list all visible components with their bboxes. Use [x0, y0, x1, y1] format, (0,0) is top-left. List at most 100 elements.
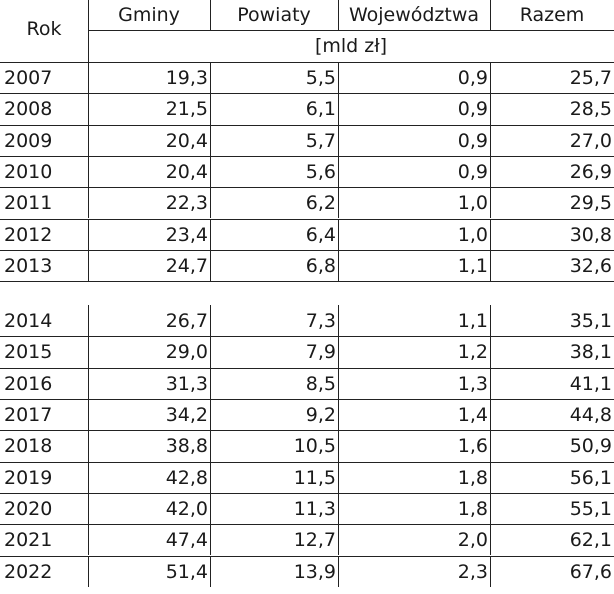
header-line-mid — [88, 30, 614, 31]
row-divider — [338, 555, 339, 587]
cell-rok: 2016 — [4, 372, 53, 395]
row-divider — [338, 461, 339, 493]
row-line — [0, 281, 614, 283]
cell-razem: 30,8 — [569, 223, 612, 246]
cell-powiaty: 6,2 — [305, 192, 336, 215]
cell-wojewodztwa: 1,1 — [457, 310, 488, 333]
cell-razem: 35,1 — [569, 310, 612, 333]
cell-gminy: 42,8 — [165, 466, 208, 489]
row-divider — [88, 62, 89, 94]
row-divider — [490, 62, 491, 94]
cell-razem: 55,1 — [569, 497, 612, 520]
cell-rok: 2019 — [4, 466, 53, 489]
row-divider — [88, 461, 89, 493]
row-line — [0, 336, 614, 338]
cell-wojewodztwa: 0,9 — [457, 98, 488, 121]
cell-razem: 62,1 — [569, 529, 612, 552]
cell-gminy: 42,0 — [165, 497, 208, 520]
row-divider — [210, 524, 211, 556]
cell-powiaty: 10,5 — [293, 435, 336, 458]
cell-gminy: 38,8 — [165, 435, 208, 458]
header-divider-1 — [88, 0, 89, 62]
cell-wojewodztwa: 1,0 — [457, 223, 488, 246]
cell-gminy: 19,3 — [165, 67, 208, 89]
row-divider — [210, 124, 211, 156]
cell-rok: 2010 — [4, 160, 53, 183]
row-divider — [338, 367, 339, 399]
cell-gminy: 20,4 — [165, 129, 208, 152]
row-divider — [490, 124, 491, 156]
row-divider — [210, 187, 211, 219]
cell-powiaty: 12,7 — [293, 529, 336, 552]
row-divider — [338, 399, 339, 431]
row-divider — [338, 155, 339, 188]
cell-rok: 2017 — [4, 404, 53, 426]
cell-gminy: 34,2 — [165, 404, 208, 426]
cell-gminy: 29,0 — [165, 341, 208, 364]
cell-wojewodztwa: 0,9 — [457, 67, 488, 89]
cell-wojewodztwa: 0,9 — [457, 160, 488, 183]
row-line — [0, 249, 614, 251]
row-divider — [490, 218, 491, 250]
row-divider — [338, 187, 339, 219]
row-divider — [490, 305, 491, 337]
cell-gminy: 20,4 — [165, 160, 208, 183]
cell-powiaty: 5,5 — [305, 67, 336, 89]
cell-rok: 2014 — [4, 310, 53, 333]
cell-rok: 2009 — [4, 129, 53, 152]
row-line — [0, 155, 614, 157]
cell-gminy: 21,5 — [165, 98, 208, 121]
header-divider-4 — [490, 0, 491, 30]
cell-razem: 38,1 — [569, 341, 612, 364]
row-divider — [210, 336, 211, 368]
row-divider — [88, 124, 89, 156]
row-divider — [338, 249, 339, 282]
cell-razem: 32,6 — [569, 254, 612, 277]
header-rok: Rok — [26, 18, 62, 40]
cell-gminy: 51,4 — [165, 560, 208, 583]
row-divider — [88, 524, 89, 556]
row-line — [0, 124, 614, 126]
row-divider — [88, 336, 89, 368]
row-divider — [210, 367, 211, 399]
cell-wojewodztwa: 1,8 — [457, 497, 488, 520]
row-divider — [490, 93, 491, 125]
row-line — [0, 367, 614, 369]
row-line — [0, 492, 614, 494]
cell-razem: 26,9 — [569, 160, 612, 183]
row-divider — [338, 524, 339, 556]
cell-powiaty: 6,4 — [305, 223, 336, 246]
cell-wojewodztwa: 1,8 — [457, 466, 488, 489]
cell-razem: 56,1 — [569, 466, 612, 489]
row-divider — [490, 399, 491, 431]
cell-rok: 2012 — [4, 223, 53, 246]
row-line — [0, 218, 614, 220]
row-divider — [490, 524, 491, 556]
row-divider — [210, 218, 211, 250]
cell-gminy: 47,4 — [165, 529, 208, 552]
cell-powiaty: 6,1 — [305, 98, 336, 121]
row-divider — [338, 218, 339, 250]
row-divider — [210, 430, 211, 462]
row-line — [0, 187, 614, 189]
row-divider — [338, 62, 339, 94]
cell-powiaty: 13,9 — [293, 560, 336, 583]
row-divider — [338, 124, 339, 156]
cell-powiaty: 11,3 — [293, 497, 336, 520]
header-wojewodztwa: Województwa — [348, 4, 480, 26]
header-divider-3 — [338, 0, 339, 30]
cell-wojewodztwa: 1,6 — [457, 435, 488, 458]
row-divider — [490, 336, 491, 368]
cell-razem: 29,5 — [569, 192, 612, 215]
cell-powiaty: 5,6 — [305, 160, 336, 183]
cell-wojewodztwa: 1,1 — [457, 254, 488, 277]
cell-gminy: 23,4 — [165, 223, 208, 246]
header-line-bottom — [0, 62, 614, 63]
cell-powiaty: 7,9 — [305, 341, 336, 364]
cell-rok: 2022 — [4, 560, 53, 583]
cell-wojewodztwa: 1,0 — [457, 192, 488, 215]
row-divider — [338, 305, 339, 337]
cell-rok: 2007 — [4, 67, 53, 89]
cell-rok: 2020 — [4, 497, 53, 520]
